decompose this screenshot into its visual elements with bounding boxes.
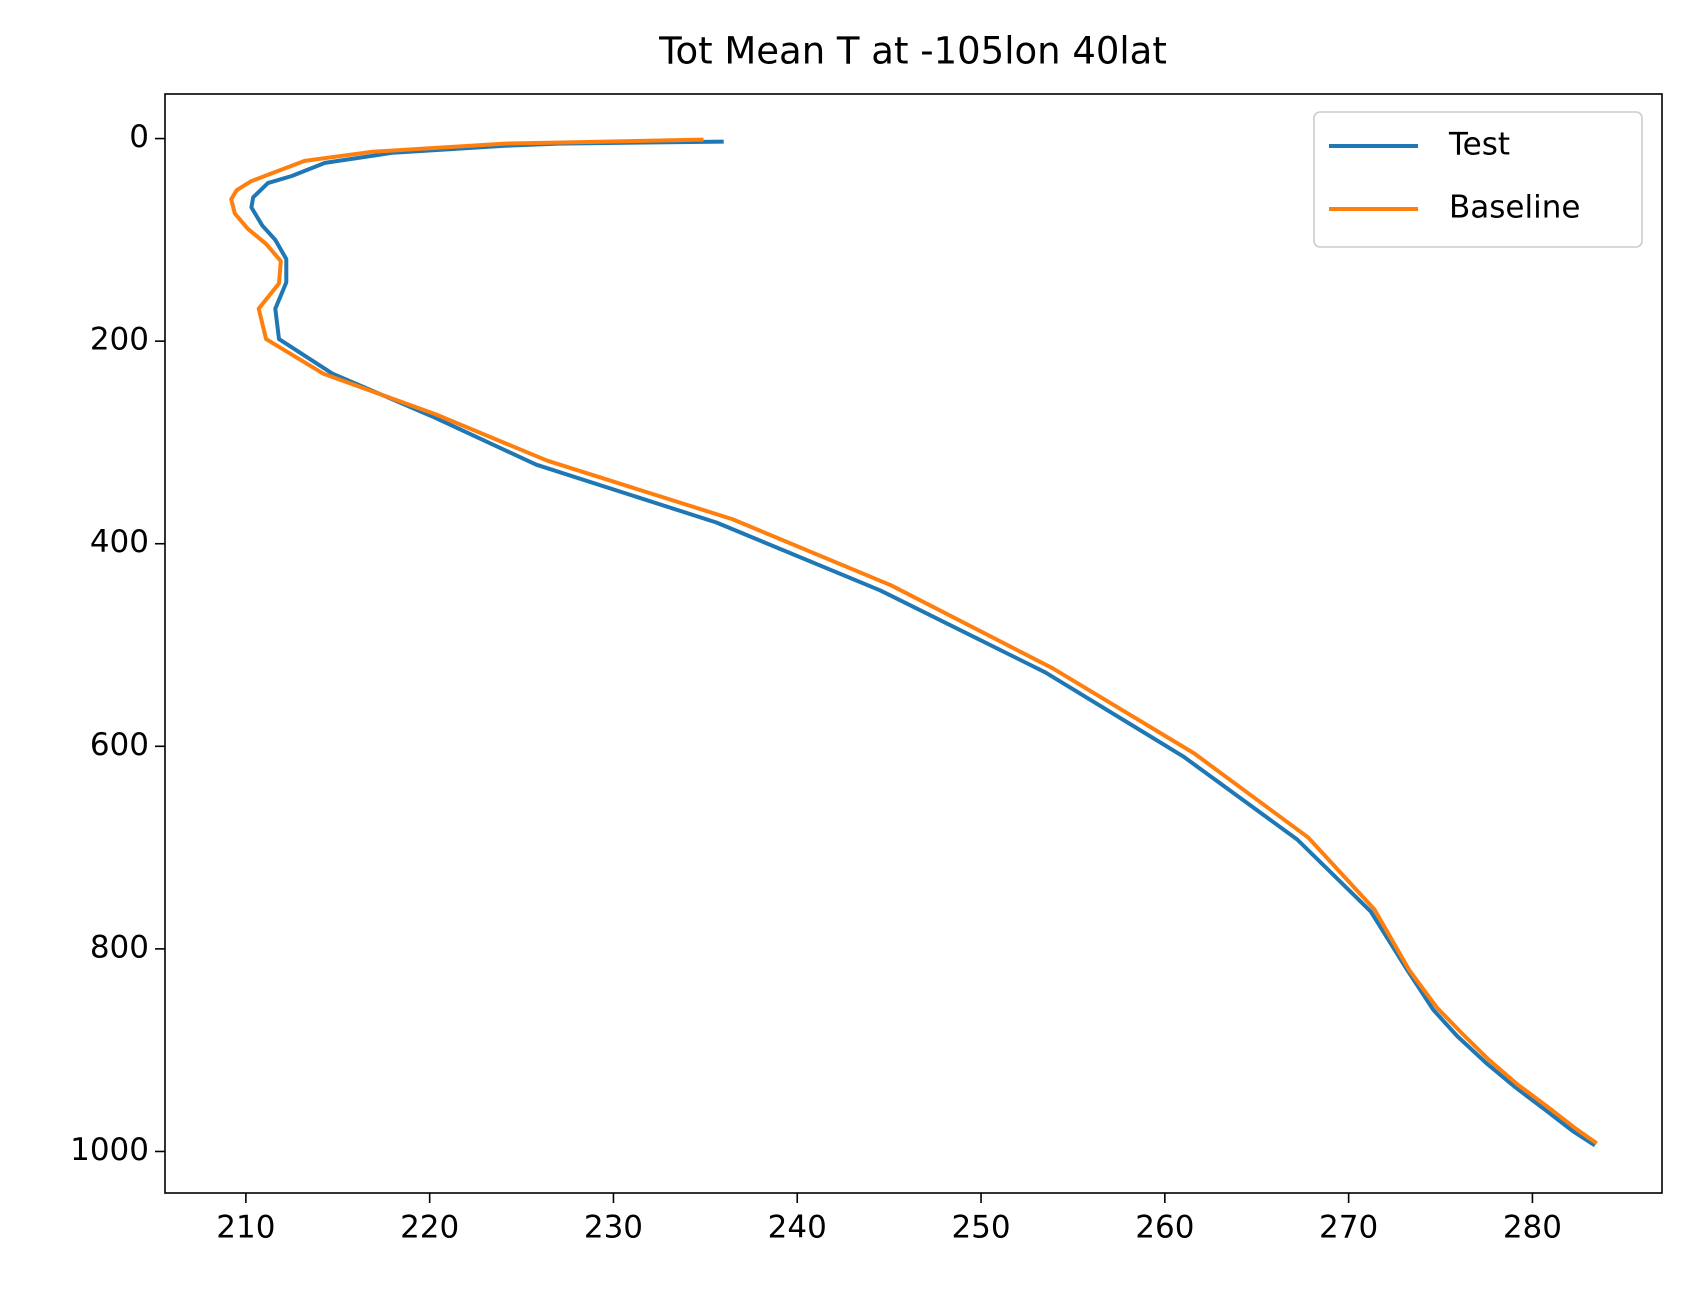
x-tick-label: 240 (768, 1210, 827, 1246)
y-tick-label: 400 (90, 524, 149, 560)
y-tick-label: 0 (129, 119, 149, 155)
y-tick-label: 600 (90, 727, 149, 763)
y-tick-label: 1000 (70, 1132, 149, 1168)
chart-title: Tot Mean T at -105lon 40lat (658, 30, 1167, 73)
legend-label: Baseline (1449, 190, 1580, 226)
legend: Test Baseline (1313, 111, 1643, 248)
x-tick-label: 270 (1319, 1210, 1378, 1246)
x-tick-label: 210 (216, 1210, 275, 1246)
y-tick-label: 800 (90, 929, 149, 965)
x-tick-label: 250 (951, 1210, 1010, 1246)
x-tick-label: 230 (584, 1210, 643, 1246)
data-line (249, 139, 1596, 1148)
plot-frame (164, 93, 1663, 1194)
y-tick-label: 200 (90, 322, 149, 358)
x-tick-label: 280 (1503, 1210, 1562, 1246)
x-tick-label: 260 (1135, 1210, 1194, 1246)
legend-label: Test (1448, 127, 1510, 163)
data-line (229, 137, 1598, 1146)
x-tick-label: 220 (400, 1210, 459, 1246)
